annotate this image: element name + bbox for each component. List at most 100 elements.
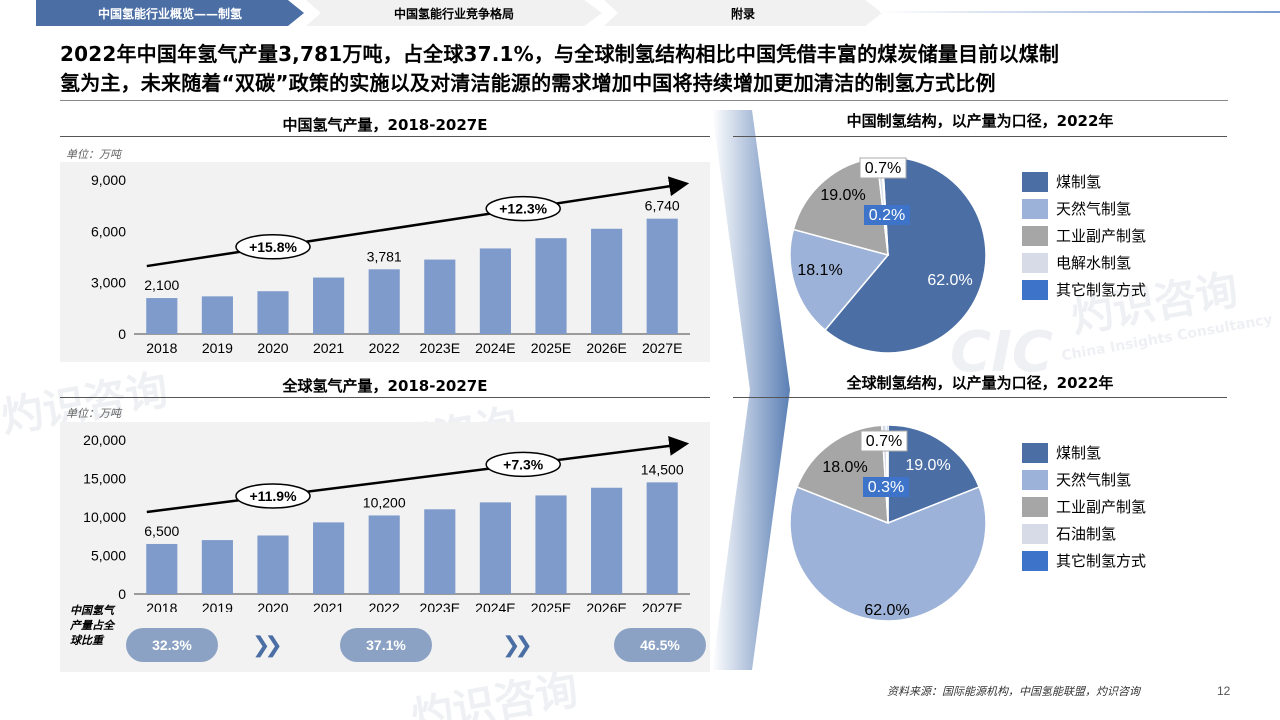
global-structure-pie-chart: 19.0% 62.0% 18.0% 0.7% 0.3% bbox=[789, 424, 987, 622]
legend-item: 天然气制氢 bbox=[1022, 466, 1146, 493]
legend-item: 煤制氢 bbox=[1022, 439, 1146, 466]
legend-label: 其它制氢方式 bbox=[1056, 281, 1147, 299]
y-tick-label: 5,000 bbox=[91, 548, 126, 564]
value-label: 0.3% bbox=[868, 479, 904, 496]
china-structure-pie-chart: 62.0% 18.1% 19.0%0.7% 0.2% bbox=[789, 156, 987, 354]
global-production-unit: 单位：万吨 bbox=[66, 407, 121, 420]
header-accent-line bbox=[880, 11, 1280, 13]
value-label: 0.2% bbox=[869, 207, 905, 224]
y-tick-label: 0 bbox=[118, 586, 126, 602]
legend-label: 天然气制氢 bbox=[1056, 200, 1132, 218]
cagr-label: +7.3% bbox=[503, 456, 544, 472]
china-production-unit: 单位：万吨 bbox=[66, 148, 121, 161]
global-production-bar-chart: 0 5,000 10,000 15,000 20,000 2018 6,500 2019 202… bbox=[83, 432, 690, 612]
connector-arrow-icon bbox=[712, 110, 790, 670]
data-label: 14,500 bbox=[641, 461, 684, 477]
tab-competition[interactable]: 中国氢能行业竞争格局 bbox=[306, 0, 602, 26]
value-label-box bbox=[860, 430, 908, 452]
global-production-title: 全球氢气产量，2018-2027E bbox=[282, 377, 488, 395]
legend-item: 工业副产制氢 bbox=[1022, 493, 1146, 520]
bar bbox=[646, 218, 678, 334]
cagr-badge bbox=[485, 451, 561, 478]
source-note: 资料来源：国际能源机构，中国氢能联盟，灼识咨询 bbox=[887, 685, 1140, 698]
pie-slice bbox=[887, 424, 981, 525]
x-tick-label: 2018 bbox=[146, 600, 177, 612]
china-share-label: 中国氢气产量占全球比重 bbox=[70, 604, 114, 647]
data-label: 2,100 bbox=[144, 277, 179, 293]
cagr-label: +12.3% bbox=[499, 201, 547, 217]
bar bbox=[535, 495, 567, 594]
x-tick-label: 2027E bbox=[642, 340, 682, 356]
cagr-badge bbox=[485, 195, 561, 222]
y-tick-label: 20,000 bbox=[83, 432, 126, 448]
x-tick-label: 2027E bbox=[642, 600, 682, 612]
legend-label: 煤制氢 bbox=[1056, 444, 1102, 462]
legend-label: 其它制氢方式 bbox=[1056, 552, 1147, 570]
y-tick-label: 15,000 bbox=[83, 471, 126, 487]
page-headline: 2022年中国年氢气产量3,781万吨，占全球37.1%，与全球制氢结构相比中国… bbox=[60, 40, 1230, 98]
chevron-right-icon: ❯❯ bbox=[252, 632, 283, 657]
bar bbox=[424, 259, 456, 334]
bar bbox=[591, 228, 623, 334]
headline-line-2: 氢为主，未来随着“双碳”政策的实施以及对清洁能源的需求增加中国将持续增加更加清洁… bbox=[60, 71, 996, 95]
bar bbox=[146, 298, 178, 334]
x-tick-label: 2020 bbox=[257, 600, 288, 612]
data-label: 3,781 bbox=[367, 248, 402, 264]
x-tick-label: 2023E bbox=[420, 340, 460, 356]
legend-item: 其它制氢方式 bbox=[1022, 276, 1146, 303]
legend-item: 煤制氢 bbox=[1022, 168, 1146, 195]
value-label: 18.0% bbox=[822, 459, 867, 476]
value-label-box bbox=[859, 157, 907, 179]
legend-item: 工业副产制氢 bbox=[1022, 222, 1146, 249]
section-tabs: 中国氢能行业概览——制氢 中国氢能行业竞争格局 附录 bbox=[0, 0, 1280, 28]
legend-label: 电解水制氢 bbox=[1056, 254, 1132, 272]
value-label: 19.0% bbox=[905, 457, 950, 474]
x-tick-label: 2026E bbox=[586, 340, 626, 356]
y-tick-label: 9,000 bbox=[91, 172, 126, 188]
pie-slice bbox=[789, 485, 987, 622]
global-structure-rule bbox=[733, 397, 1227, 398]
bar bbox=[591, 487, 623, 594]
x-tick-label: 2022 bbox=[369, 340, 400, 356]
value-label: 0.7% bbox=[865, 160, 901, 177]
legend-label: 石油制氢 bbox=[1056, 525, 1117, 543]
value-label: 62.0% bbox=[927, 272, 972, 289]
bar bbox=[257, 535, 289, 594]
global-structure-title: 全球制氢结构，以产量为口径，2022年 bbox=[846, 374, 1114, 392]
china-production-rule bbox=[60, 136, 710, 137]
china-production-title: 中国氢气产量，2018-2027E bbox=[282, 116, 488, 134]
x-tick-label: 2025E bbox=[531, 600, 571, 612]
x-tick-label: 2021 bbox=[313, 340, 344, 356]
cagr-label: +11.9% bbox=[249, 488, 297, 504]
bar bbox=[201, 296, 233, 334]
share-pill-2018: 32.3% bbox=[126, 628, 218, 662]
bar bbox=[313, 522, 345, 594]
x-tick-label: 2021 bbox=[313, 600, 344, 612]
page-number: 12 bbox=[1217, 684, 1231, 698]
x-tick-label: 2024E bbox=[475, 600, 515, 612]
china-structure-rule bbox=[733, 136, 1227, 137]
headline-line-1: 2022年中国年氢气产量3,781万吨，占全球37.1%，与全球制氢结构相比中国… bbox=[60, 42, 1060, 66]
data-label: 6,740 bbox=[645, 198, 680, 214]
share-pill-2027: 46.5% bbox=[614, 628, 706, 662]
tab-appendix[interactable]: 附录 bbox=[604, 0, 882, 26]
legend-label: 工业副产制氢 bbox=[1056, 227, 1147, 245]
value-label-box bbox=[863, 477, 909, 497]
value-label: 62.0% bbox=[864, 602, 909, 619]
trend-arrow bbox=[146, 176, 690, 268]
y-tick-label: 0 bbox=[118, 326, 126, 342]
y-tick-label: 10,000 bbox=[83, 509, 126, 525]
bar bbox=[257, 291, 289, 334]
china-production-bar-chart: 0 3,000 6,000 9,000 2018 2,100 2019 2020 2021 202… bbox=[91, 172, 690, 356]
bar bbox=[146, 543, 178, 594]
x-tick-label: 2019 bbox=[202, 600, 233, 612]
x-tick-label: 2026E bbox=[586, 600, 626, 612]
bar bbox=[368, 515, 400, 594]
legend-label: 工业副产制氢 bbox=[1056, 498, 1147, 516]
global-structure-legend: 煤制氢 天然气制氢 工业副产制氢 石油制氢 其它制氢方式 bbox=[1022, 439, 1146, 574]
bar bbox=[313, 277, 345, 334]
china-structure-title: 中国制氢结构，以产量为口径，2022年 bbox=[846, 112, 1114, 130]
tab-hydrogen-overview[interactable]: 中国氢能行业概览——制氢 bbox=[36, 0, 304, 26]
x-tick-label: 2023E bbox=[420, 600, 460, 612]
watermark: China Insights Consultancy bbox=[1060, 311, 1274, 365]
